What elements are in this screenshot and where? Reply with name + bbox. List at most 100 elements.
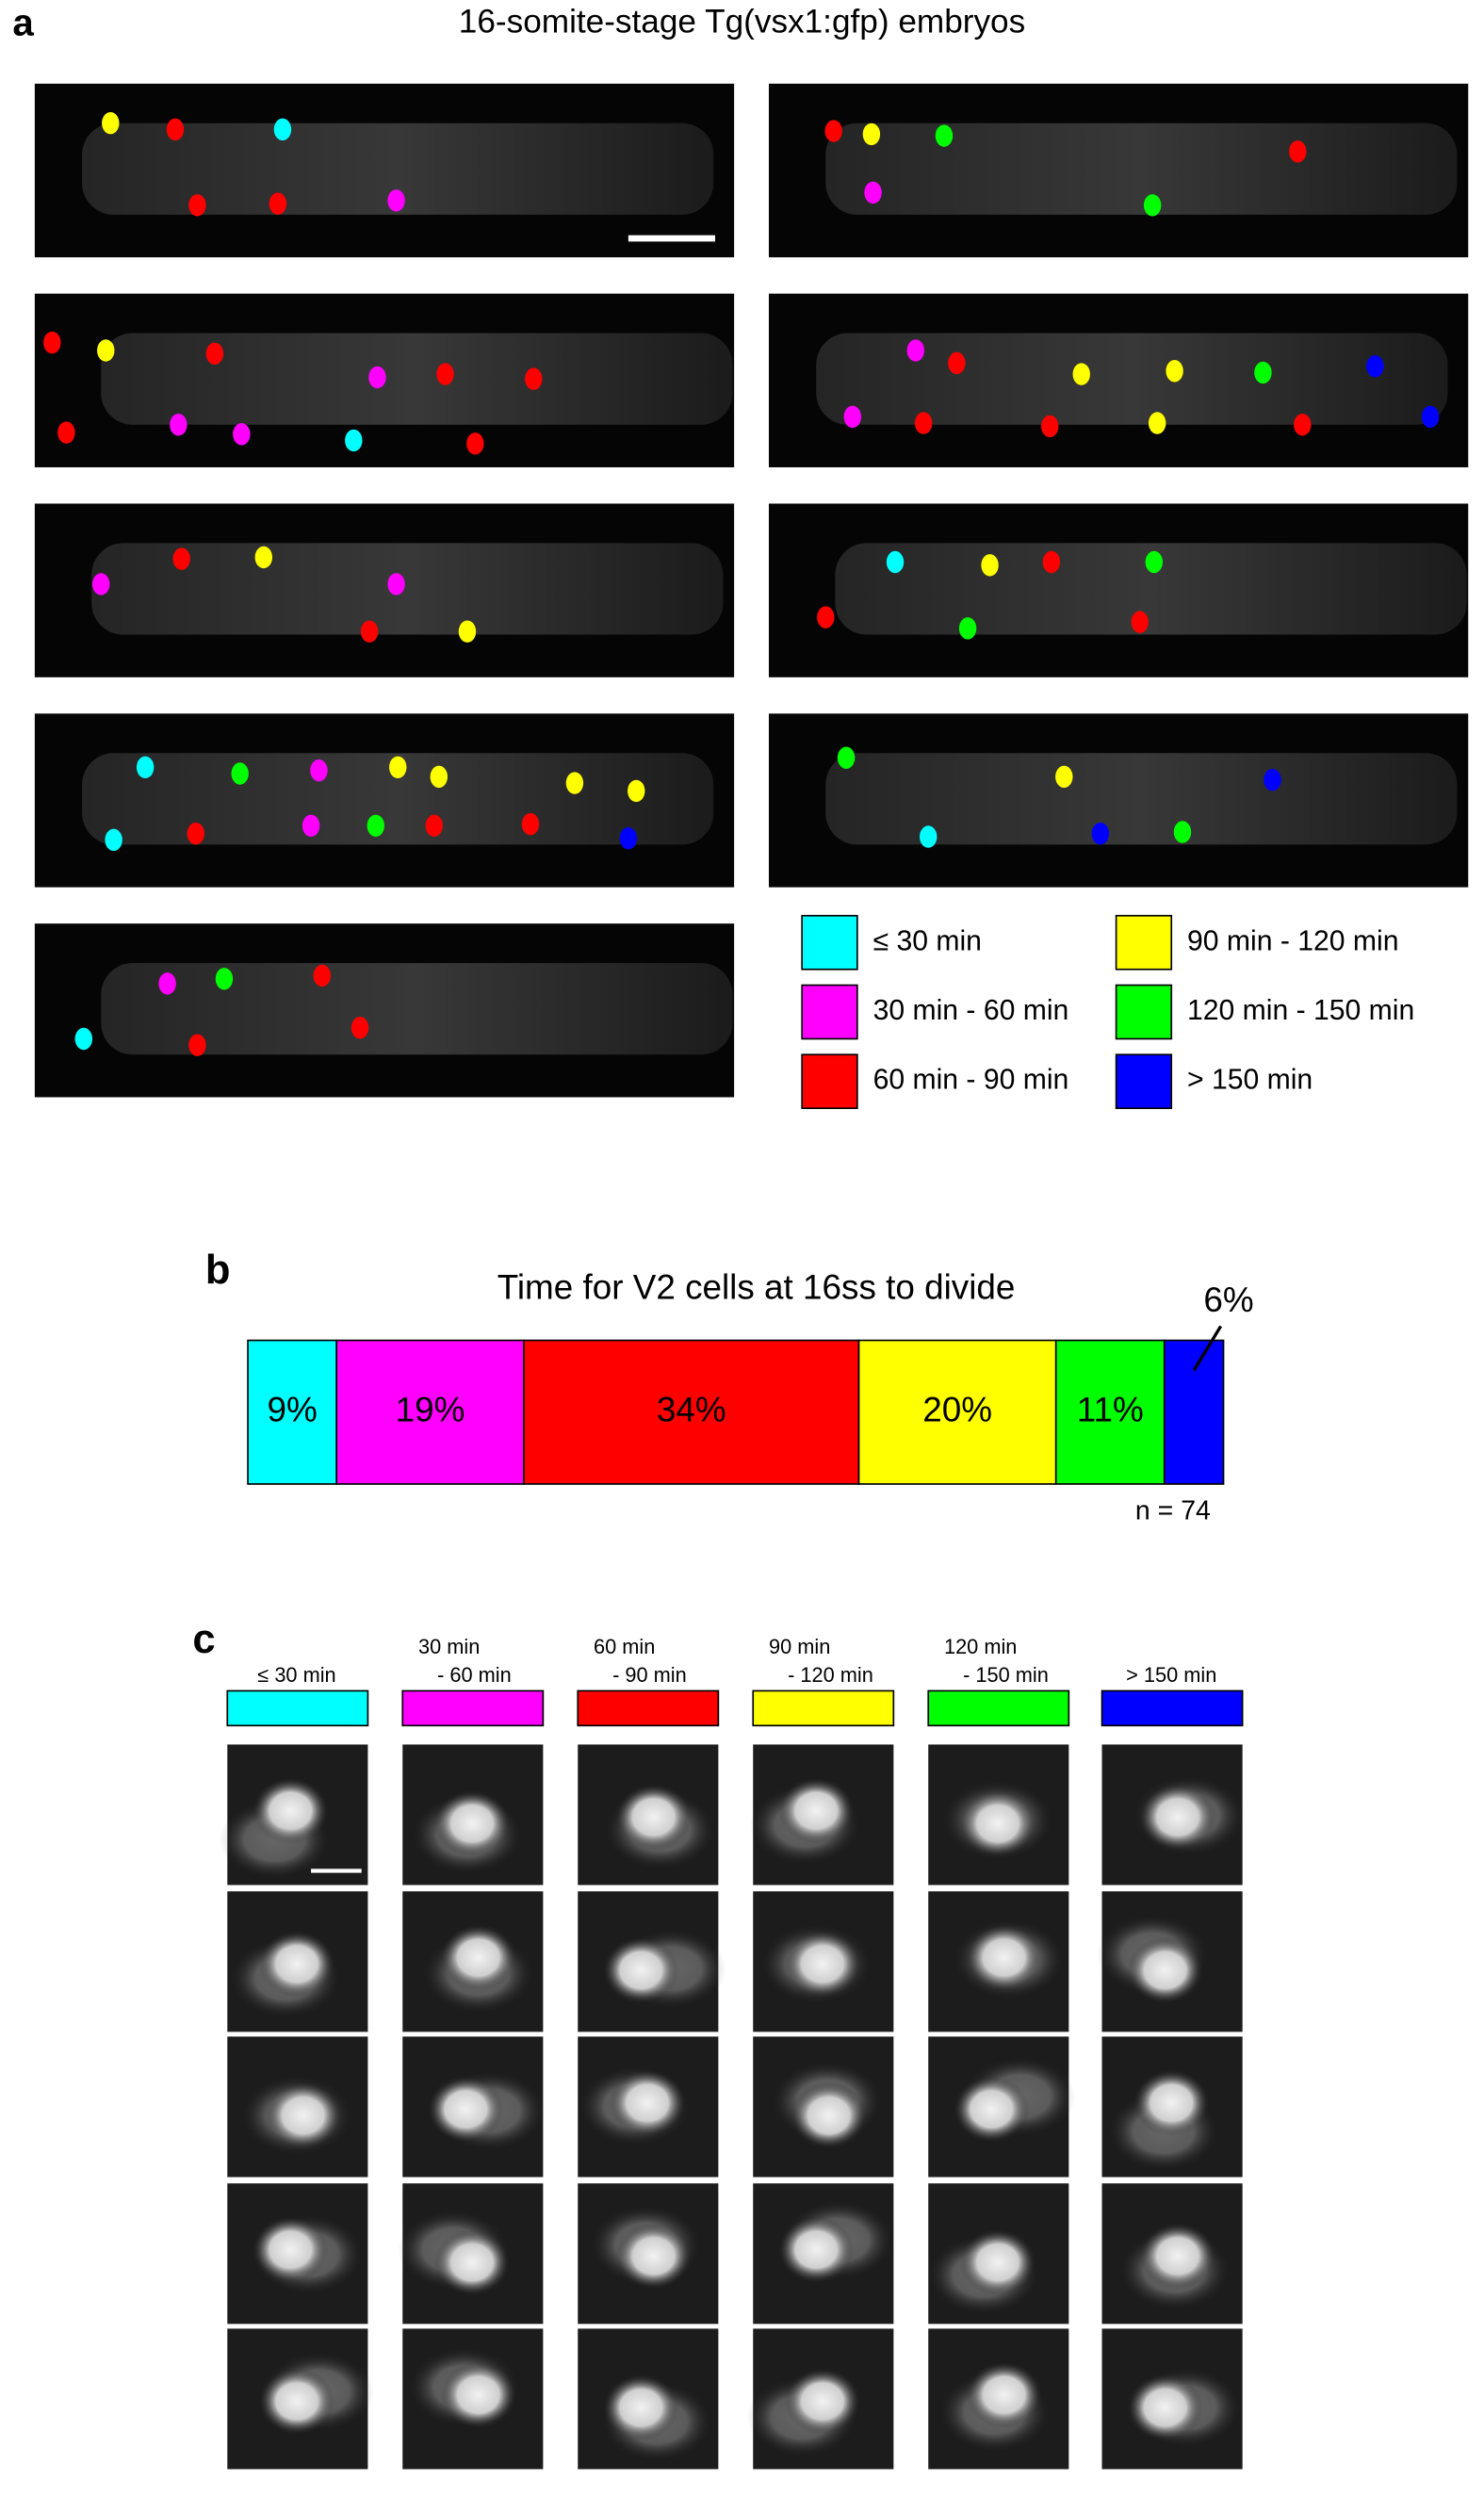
cell-marker xyxy=(466,432,484,455)
cell-marker xyxy=(57,421,75,444)
cell-marker xyxy=(436,363,454,385)
cell-marker xyxy=(981,554,999,577)
cell-marker xyxy=(1166,360,1183,383)
column-swatch xyxy=(1101,1689,1244,1727)
cell-marker xyxy=(619,826,638,850)
column-swatch xyxy=(401,1689,545,1727)
cell-body xyxy=(1139,1784,1216,1851)
cell-marker xyxy=(188,194,206,217)
cell-marker xyxy=(215,968,234,990)
chart-title: Time for V2 cells at 16ss to divide xyxy=(497,1268,1016,1307)
column-label: 60 min xyxy=(594,1635,655,1658)
column-label: - 120 min xyxy=(788,1663,873,1687)
column-label: - 150 min xyxy=(963,1663,1049,1687)
cell-marker xyxy=(345,429,363,452)
neural-tube xyxy=(82,122,714,215)
cell-marker xyxy=(862,122,881,146)
cell-marker xyxy=(387,573,405,595)
cell-body xyxy=(959,2228,1036,2296)
value-label: 11% xyxy=(1077,1390,1144,1428)
cell-marker xyxy=(824,120,842,142)
cell-marker xyxy=(367,814,384,838)
cell-marker xyxy=(1421,405,1440,429)
legend-swatch xyxy=(801,984,858,1040)
cell-marker xyxy=(188,1034,206,1056)
cell-marker xyxy=(1042,550,1061,574)
panel-label: c xyxy=(192,1617,215,1662)
cell-body xyxy=(440,2361,516,2428)
legend-swatch xyxy=(801,914,858,971)
cell-marker xyxy=(102,111,120,135)
cell-marker xyxy=(1055,765,1073,789)
cell-marker xyxy=(170,413,188,436)
cell-body xyxy=(959,1790,1036,1857)
cell-marker xyxy=(136,756,155,779)
bar-segment xyxy=(1163,1339,1225,1485)
cell-marker xyxy=(273,118,292,141)
cell-body xyxy=(1133,2069,1210,2136)
legend-label: ≤ 30 min xyxy=(873,925,982,956)
cell-marker xyxy=(92,573,110,595)
bar-segment xyxy=(857,1339,1057,1485)
cell-body xyxy=(615,2223,692,2290)
legend-label: 120 min - 150 min xyxy=(1187,995,1414,1026)
cell-marker xyxy=(817,606,835,628)
bar-segment xyxy=(523,1339,860,1485)
cell-marker xyxy=(1173,821,1192,843)
neural-tube xyxy=(101,333,733,425)
cell-marker xyxy=(1294,413,1312,436)
cell-body xyxy=(258,1931,335,1998)
cell-marker xyxy=(43,331,61,354)
legend-label: > 150 min xyxy=(1187,1065,1313,1096)
cell-marker xyxy=(906,339,925,362)
annotation: n = 74 xyxy=(1135,1496,1211,1526)
cell-marker xyxy=(387,189,405,212)
cell-body xyxy=(265,2082,341,2149)
column-label: 120 min xyxy=(944,1635,1017,1658)
cell-marker xyxy=(172,547,190,570)
cell-body xyxy=(784,1931,861,1998)
neural-tube xyxy=(91,543,724,635)
neural-tube xyxy=(825,122,1458,215)
value-label: 19% xyxy=(396,1390,465,1428)
cell-marker xyxy=(105,828,122,852)
cell-body xyxy=(1127,2374,1203,2441)
cell-marker xyxy=(935,124,954,147)
cell-marker xyxy=(521,812,540,836)
cell-marker xyxy=(187,822,204,845)
cell-marker xyxy=(205,342,224,366)
legend-label: 30 min - 60 min xyxy=(873,995,1069,1026)
column-swatch xyxy=(752,1689,895,1727)
cell-body xyxy=(784,2368,861,2435)
bar-segment xyxy=(1054,1339,1166,1485)
legend-label: 90 min - 120 min xyxy=(1187,925,1398,956)
cell-body xyxy=(778,1777,855,1845)
cell-marker xyxy=(1254,361,1272,384)
cell-marker xyxy=(360,620,379,643)
cell-marker xyxy=(1072,363,1090,385)
cell-body xyxy=(258,2368,335,2435)
value-label: 34% xyxy=(657,1390,726,1428)
cell-marker xyxy=(628,779,645,803)
neural-tube xyxy=(101,963,733,1055)
cell-marker xyxy=(368,366,386,389)
cell-marker xyxy=(565,772,584,794)
value-label: 20% xyxy=(922,1390,992,1428)
cell-marker xyxy=(886,550,905,574)
cell-marker xyxy=(97,339,115,362)
cell-marker xyxy=(1264,768,1281,791)
column-label: ≤ 30 min xyxy=(257,1663,335,1687)
bar-segment xyxy=(247,1339,338,1485)
cell-marker xyxy=(158,972,176,995)
legend-label: 60 min - 90 min xyxy=(873,1065,1069,1096)
cell-marker xyxy=(313,964,332,987)
cell-body xyxy=(433,2228,511,2296)
bar-segment xyxy=(335,1339,525,1485)
cell-body xyxy=(791,2082,867,2149)
column-label: 30 min xyxy=(418,1635,480,1658)
cell-body xyxy=(966,1924,1042,1991)
cell-body xyxy=(609,2069,686,2136)
cell-body xyxy=(440,1924,516,1991)
cell-marker xyxy=(864,181,882,204)
